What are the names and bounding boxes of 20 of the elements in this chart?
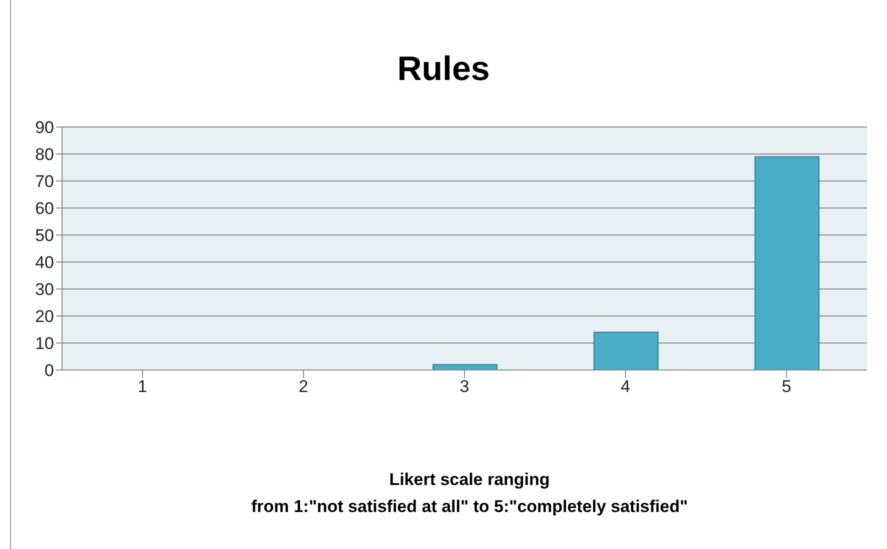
x-axis-title: Likert scale ranging from 1:"not satisfied at all" to 5:"completely satisfied" [250, 469, 689, 518]
x-tick-label: 5 [782, 377, 792, 396]
y-tick-label: 50 [35, 226, 54, 246]
y-tick-label: 20 [35, 307, 54, 326]
y-tick-label: 10 [35, 334, 54, 354]
bar [432, 364, 498, 370]
y-tick-label: 0 [44, 361, 54, 380]
y-tick-label: 70 [35, 172, 54, 192]
y-tick-label: 40 [35, 253, 54, 272]
bar [594, 332, 658, 370]
x-tick-label: 4 [620, 377, 630, 396]
y-tick-label: 30 [35, 280, 54, 300]
y-tick-label: 60 [35, 199, 54, 218]
x-tick-label: 1 [138, 377, 148, 396]
x-tick-label: 3 [460, 377, 470, 396]
bar [754, 156, 820, 370]
x-tick-label: 2 [298, 377, 308, 396]
y-tick-label: 90 [35, 118, 54, 138]
y-tick-label: 80 [35, 145, 54, 164]
chart-title: Rules [396, 50, 491, 89]
